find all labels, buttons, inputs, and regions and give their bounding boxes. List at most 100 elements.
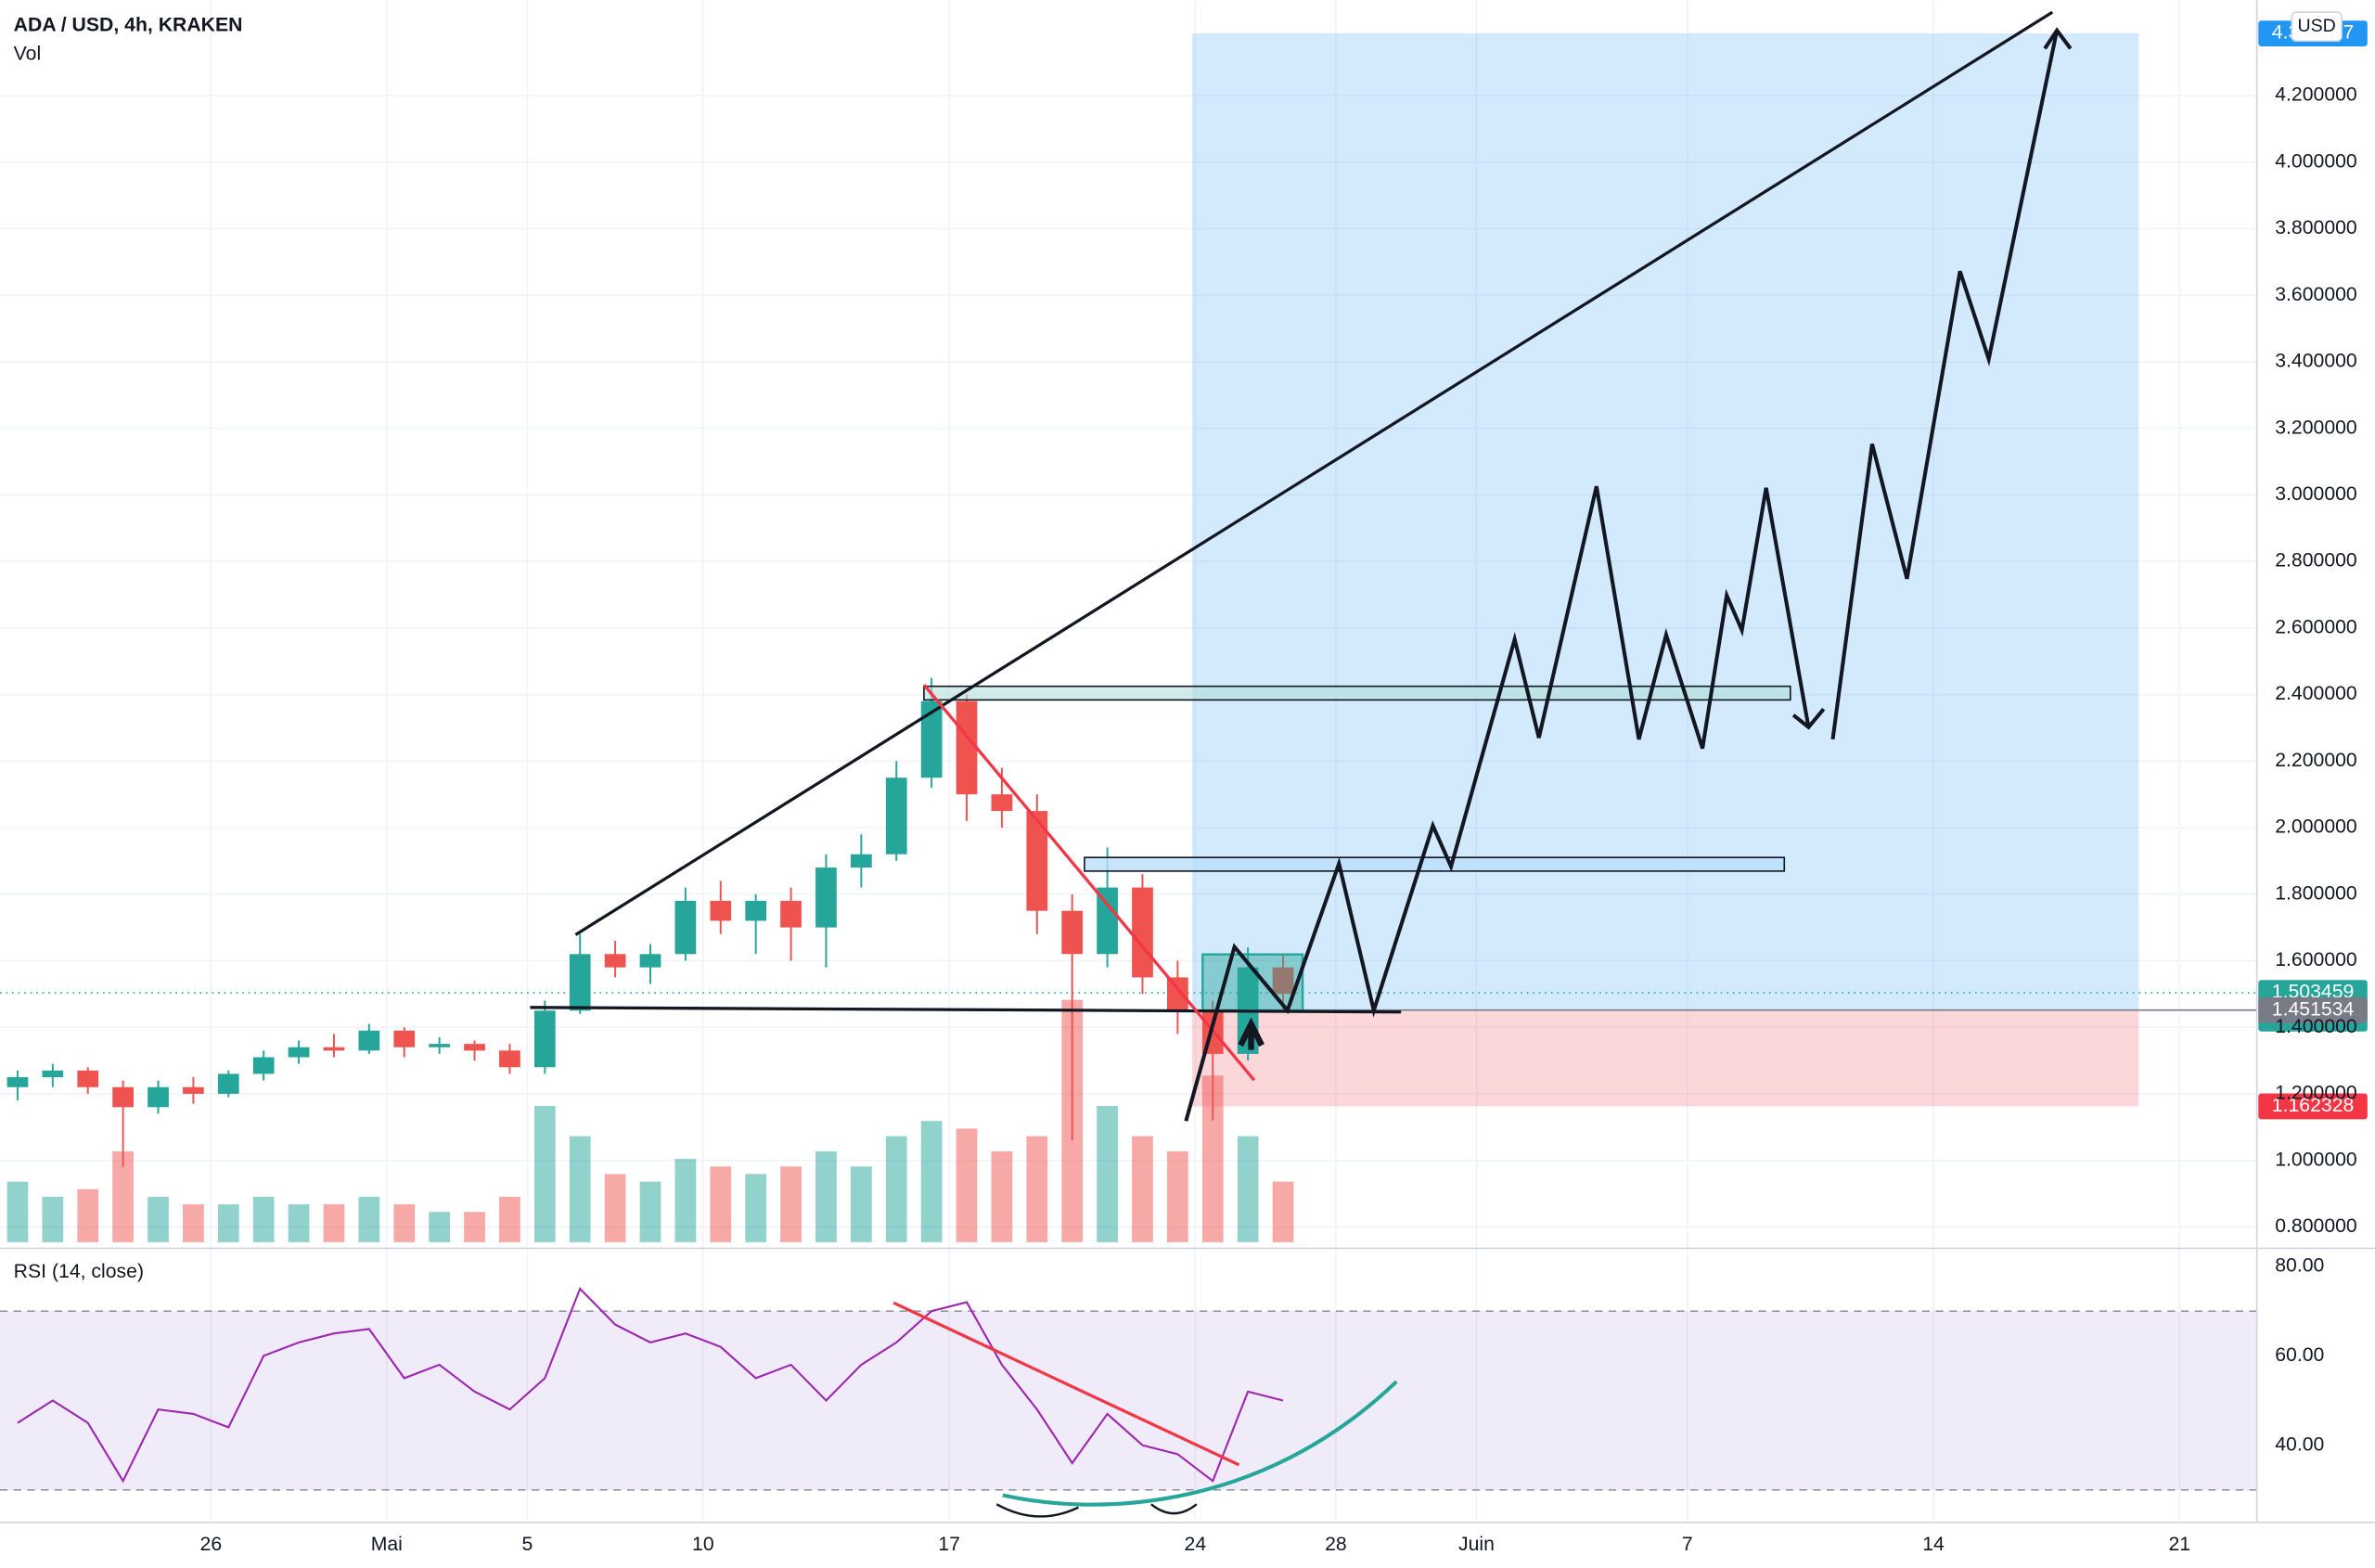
price-tag (2258, 1093, 2368, 1120)
volume-bar (956, 1128, 978, 1242)
candle-body (217, 1073, 239, 1094)
y-tick-label: 4.000000 (2275, 150, 2357, 172)
target-zone (1191, 33, 2139, 1010)
volume-bar (393, 1204, 416, 1242)
volume-bar (920, 1121, 943, 1242)
currency-button[interactable] (2291, 11, 2343, 42)
volume-bar (780, 1166, 802, 1242)
volume-bar (1097, 1105, 1118, 1242)
rsi-trend-line (892, 1301, 1240, 1467)
volume-bar (1167, 1150, 1188, 1242)
x-tick-label: 28 (1325, 1534, 1347, 1555)
volume-bar (1201, 1075, 1224, 1242)
background-layer (0, 0, 2265, 1523)
y-tick-label: 2.600000 (2275, 616, 2357, 637)
volume-label: Vol (14, 43, 41, 64)
x-tick-label: 7 (1682, 1534, 1693, 1555)
candle-body (956, 700, 978, 795)
y-tick-label: 3.200000 (2275, 417, 2357, 438)
volume-bar (77, 1189, 99, 1242)
volume-bar (674, 1159, 697, 1242)
price-tag-label: 1.162328 (2272, 1095, 2355, 1116)
x-tick-label: 14 (1922, 1534, 1945, 1555)
y-tick-label: 3.000000 (2275, 483, 2357, 505)
candle-body (1097, 887, 1118, 955)
candle-body (1167, 977, 1188, 1011)
volume-bar (183, 1204, 204, 1242)
y-tick-label: 4.200000 (2275, 84, 2357, 106)
y-tick-label: 2.200000 (2275, 750, 2357, 771)
volume-bar (1272, 1181, 1294, 1242)
volume-bar (252, 1196, 275, 1242)
candle-body (148, 1086, 169, 1108)
candle-body (1061, 910, 1084, 955)
rsi-arc (995, 1503, 1198, 1518)
volume-bar (1237, 1136, 1259, 1242)
candle-body (1132, 887, 1153, 978)
price-tag-label: 1.451534 (2272, 998, 2355, 1020)
volume-bar (569, 1136, 591, 1242)
candle-body (42, 1070, 64, 1077)
candle-body (288, 1047, 310, 1058)
volume-bar (323, 1204, 345, 1242)
volume-bar (358, 1196, 380, 1242)
y-tick-label: 3.400000 (2275, 351, 2357, 372)
x-tick-label: 24 (1185, 1534, 1207, 1555)
drawings-layer (530, 10, 2073, 1518)
marks-layer (6, 677, 1294, 1484)
x-tick-label: 17 (938, 1534, 960, 1555)
time-axis (0, 1522, 2375, 1568)
rsi-title: RSI (14, close) (14, 1261, 144, 1282)
volume-bar (639, 1181, 661, 1242)
volume-bar (850, 1166, 872, 1242)
volume-bar (6, 1181, 29, 1242)
price-axis (2256, 0, 2375, 1568)
volume-bar (217, 1204, 239, 1242)
volume-bar (1132, 1136, 1153, 1242)
currency-label[interactable]: USD (2297, 16, 2335, 36)
y-tick-label: 0.800000 (2275, 1215, 2357, 1237)
resistance-zone (923, 685, 1791, 701)
volume-bar (464, 1212, 485, 1242)
x-tick-label: 5 (521, 1534, 533, 1555)
y-tick-label: 3.800000 (2275, 217, 2357, 238)
y-tick-label: 1.200000 (2275, 1083, 2357, 1104)
candle-body (1272, 967, 1294, 995)
candle-body (1026, 811, 1048, 911)
candle-body (991, 794, 1013, 812)
volume-bar (288, 1204, 310, 1242)
candle-body (674, 900, 697, 955)
y-tick-label: 1.600000 (2275, 949, 2357, 970)
rsi-tick-label: 80.00 (2275, 1255, 2324, 1277)
labels-layer: ADA / USD, 4h, KRAKEN Vol RSI (14, close… (14, 14, 2357, 1555)
y-tick-label: 1.400000 (2275, 1016, 2357, 1037)
candle-body (780, 900, 802, 928)
y-tick-label: 2.800000 (2275, 550, 2357, 572)
volume-bar (604, 1174, 626, 1242)
y-tick-label: 1.000000 (2275, 1149, 2357, 1170)
volume-bar (991, 1150, 1013, 1242)
rsi-tick-label: 40.00 (2275, 1433, 2324, 1455)
volume-bar (429, 1212, 451, 1242)
projection-path (1830, 30, 2060, 740)
candle-body (464, 1044, 485, 1051)
candle-body (850, 854, 872, 868)
rsi-arc (1002, 1380, 1398, 1507)
y-tick-label: 3.600000 (2275, 284, 2357, 305)
candle-body (429, 1044, 451, 1047)
volume-bar (885, 1136, 907, 1242)
y-tick-label: 1.800000 (2275, 882, 2357, 904)
arrow-head (2043, 27, 2073, 50)
x-tick-label: 26 (200, 1534, 223, 1555)
candle-body (112, 1086, 134, 1108)
trend-line (574, 10, 2054, 936)
rsi-band (0, 1311, 2257, 1490)
candle-body (533, 1010, 556, 1068)
y-tick-label: 2.400000 (2275, 683, 2357, 704)
volume-bar (745, 1174, 767, 1242)
down-trend-line (922, 684, 1256, 1082)
rsi-line (17, 1287, 1284, 1484)
candle-body (604, 954, 626, 968)
rsi-tick-label: 60.00 (2275, 1344, 2324, 1366)
